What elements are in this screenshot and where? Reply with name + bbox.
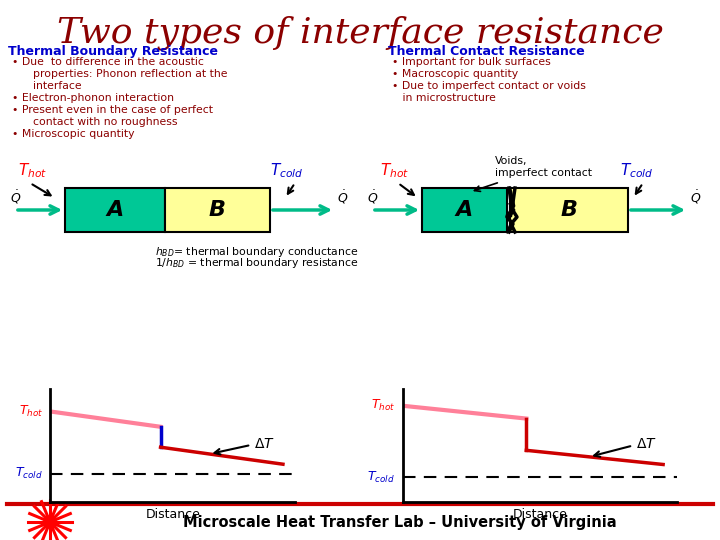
Text: • Microscopic quantity: • Microscopic quantity bbox=[12, 129, 135, 139]
Text: B: B bbox=[209, 200, 225, 220]
X-axis label: Distance: Distance bbox=[513, 508, 567, 521]
Bar bbox=[65, 188, 165, 232]
Text: $T_{hot}$: $T_{hot}$ bbox=[380, 161, 409, 180]
Text: Voids,
imperfect contact: Voids, imperfect contact bbox=[495, 157, 592, 178]
Text: Thermal Contact Resistance: Thermal Contact Resistance bbox=[388, 45, 585, 58]
Text: A: A bbox=[107, 200, 124, 220]
Text: • Important for bulk surfaces: • Important for bulk surfaces bbox=[392, 57, 551, 67]
X-axis label: Distance: Distance bbox=[145, 508, 200, 521]
Text: contact with no roughness: contact with no roughness bbox=[12, 117, 178, 127]
Text: $\dot{Q}$: $\dot{Q}$ bbox=[337, 188, 348, 206]
Text: • Due  to difference in the acoustic: • Due to difference in the acoustic bbox=[12, 57, 204, 67]
Text: $T_{cold}$: $T_{cold}$ bbox=[367, 470, 395, 485]
Text: $\dot{Q}$: $\dot{Q}$ bbox=[10, 188, 22, 206]
Text: $T_{cold}$: $T_{cold}$ bbox=[15, 467, 43, 481]
Text: interface: interface bbox=[12, 81, 81, 91]
Text: Microscale Heat Transfer Lab – University of Virginia: Microscale Heat Transfer Lab – Universit… bbox=[183, 515, 617, 530]
Text: $\dot{Q}$: $\dot{Q}$ bbox=[690, 188, 701, 206]
Text: $T_{hot}$: $T_{hot}$ bbox=[18, 161, 47, 180]
Text: $T_{hot}$: $T_{hot}$ bbox=[371, 399, 395, 413]
Text: • Macroscopic quantity: • Macroscopic quantity bbox=[392, 69, 518, 79]
Text: • Electron-phonon interaction: • Electron-phonon interaction bbox=[12, 93, 174, 103]
Text: in microstructure: in microstructure bbox=[392, 93, 496, 103]
Text: $T_{hot}$: $T_{hot}$ bbox=[19, 404, 43, 419]
Text: $\dot{Q}$: $\dot{Q}$ bbox=[367, 188, 378, 206]
Circle shape bbox=[44, 516, 56, 528]
Text: • Due to imperfect contact or voids: • Due to imperfect contact or voids bbox=[392, 81, 586, 91]
Bar bbox=[510, 188, 628, 232]
Text: A: A bbox=[455, 200, 472, 220]
Text: Thermal Boundary Resistance: Thermal Boundary Resistance bbox=[8, 45, 218, 58]
Bar bbox=[422, 188, 507, 232]
Bar bbox=[165, 188, 270, 232]
Text: $\Delta T$: $\Delta T$ bbox=[253, 437, 274, 451]
Text: $\Delta T$: $\Delta T$ bbox=[636, 437, 657, 451]
Text: • Present even in the case of perfect: • Present even in the case of perfect bbox=[12, 105, 213, 115]
Text: B: B bbox=[560, 200, 577, 220]
Text: $T_{cold}$: $T_{cold}$ bbox=[620, 161, 654, 180]
Text: $1/h_{BD}$ = thermal boundary resistance: $1/h_{BD}$ = thermal boundary resistance bbox=[155, 256, 359, 270]
Text: $T_{cold}$: $T_{cold}$ bbox=[270, 161, 303, 180]
Text: properties: Phonon reflection at the: properties: Phonon reflection at the bbox=[12, 69, 228, 79]
Text: Two types of interface resistance: Two types of interface resistance bbox=[57, 15, 663, 50]
Text: $h_{BD}$= thermal boundary conductance: $h_{BD}$= thermal boundary conductance bbox=[155, 245, 359, 259]
